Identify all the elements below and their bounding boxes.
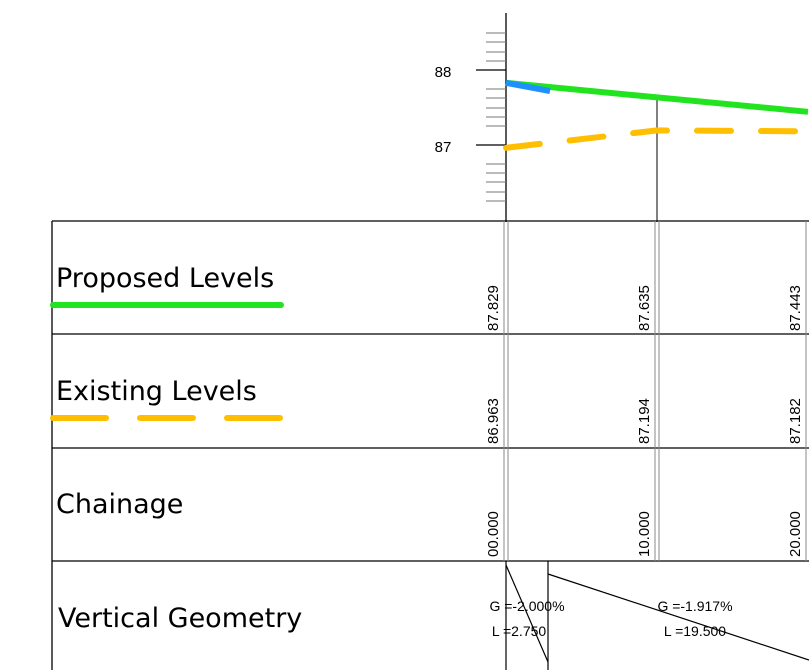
axis-label-87: 87 (435, 139, 452, 156)
chainage-value: 00.000 (485, 511, 502, 557)
row-label-proposed: Proposed Levels (56, 263, 274, 294)
axis-label-88: 88 (435, 64, 452, 81)
proposed-value: 87.443 (787, 285, 804, 331)
vertical-geometry-lines (505, 561, 809, 670)
proposed-value: 87.829 (485, 285, 502, 331)
geometry-grade: G =-2.000% (489, 598, 564, 614)
row-label-vertical-geometry: Vertical Geometry (58, 603, 302, 634)
row-label-existing: Existing Levels (56, 376, 257, 407)
proposed-start-segment (505, 79, 551, 95)
band-table-grid (51, 220, 809, 670)
existing-value: 86.963 (485, 398, 502, 444)
geometry-length: L =19.500 (664, 623, 726, 639)
row-label-chainage: Chainage (56, 489, 183, 520)
existing-value: 87.194 (636, 398, 653, 444)
axis-major-ticks (476, 69, 506, 146)
proposed-levels-line (505, 79, 809, 115)
existing-value: 87.182 (787, 398, 804, 444)
existing-levels-line (503, 127, 809, 151)
geometry-grade: G =-1.917% (657, 598, 732, 614)
band-station-lines (503, 221, 807, 561)
axis-minor-ticks (486, 32, 506, 202)
chainage-value: 20.000 (787, 511, 804, 557)
geometry-length: L =2.750 (492, 623, 547, 639)
proposed-value: 87.635 (636, 285, 653, 331)
chainage-value: 10.000 (636, 511, 653, 557)
